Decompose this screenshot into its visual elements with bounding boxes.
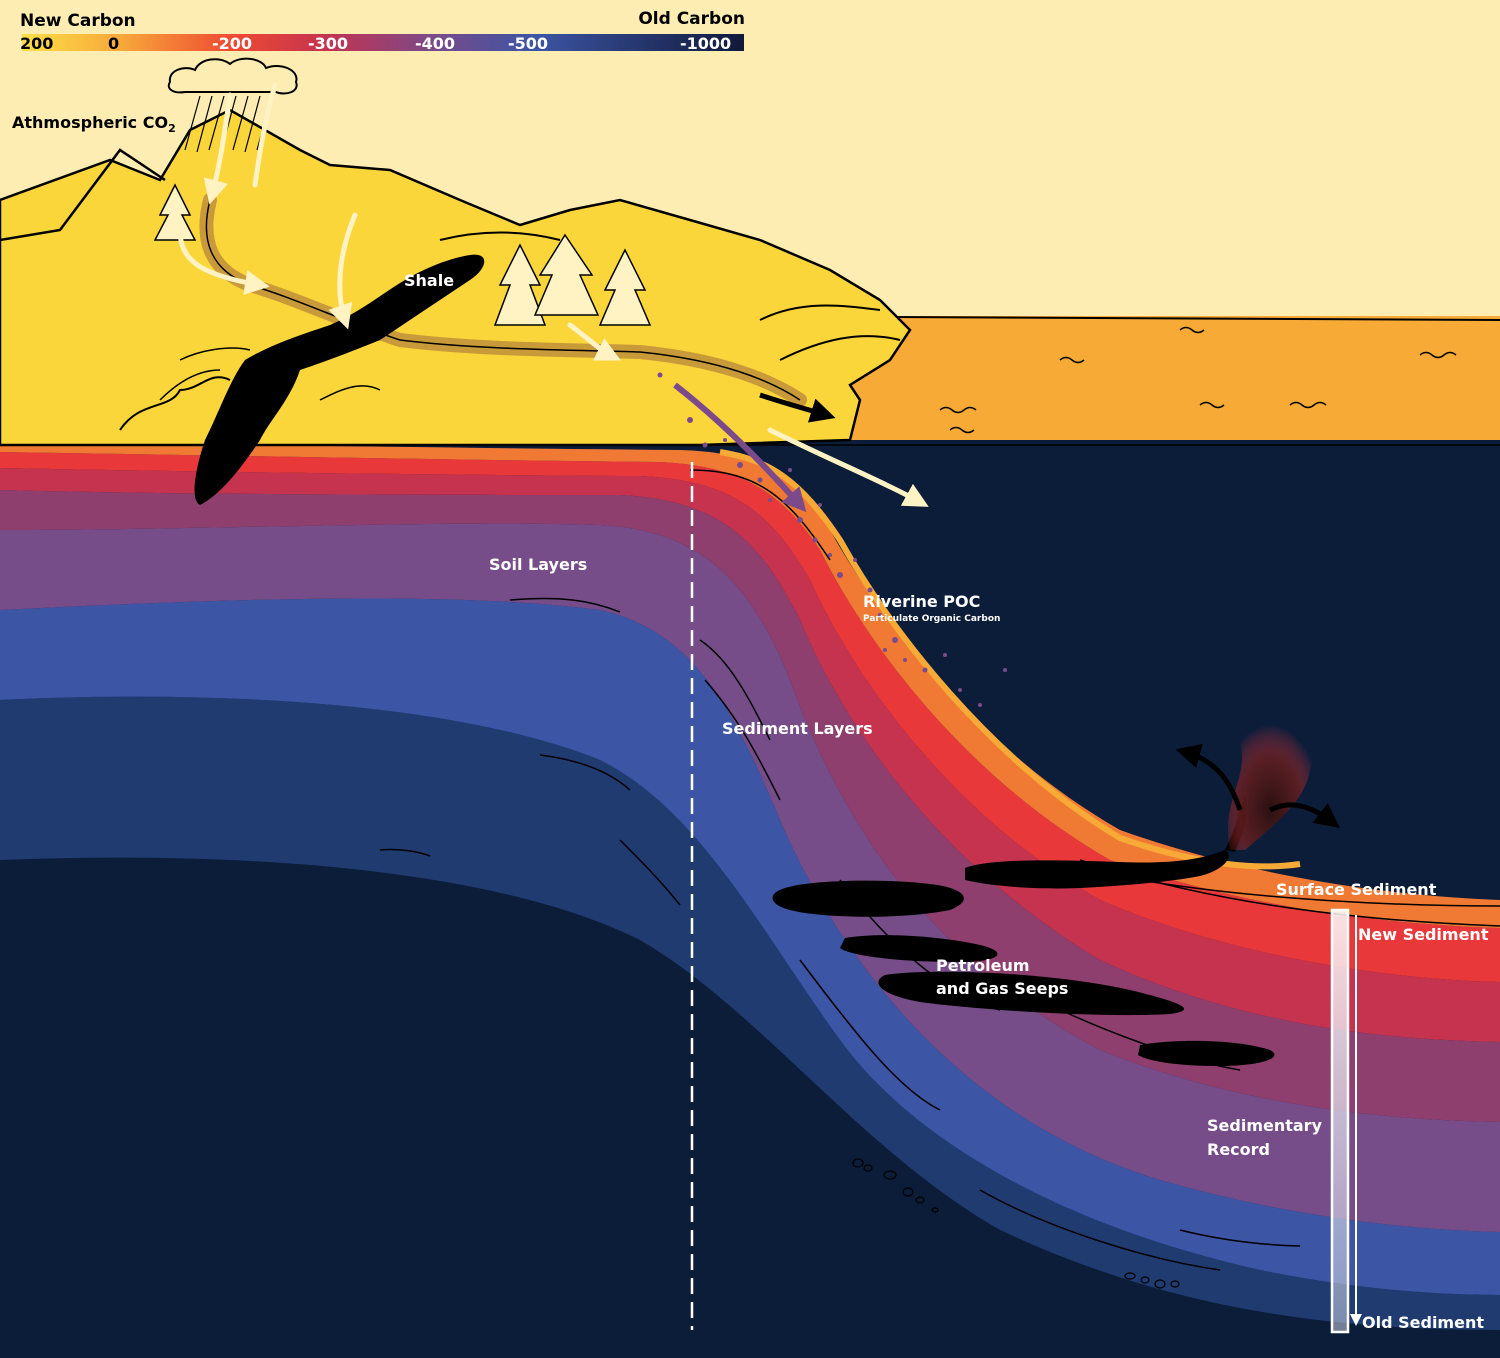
runoff-arrows <box>177 82 929 507</box>
old-sediment-label: Old Sediment <box>1362 1313 1484 1332</box>
legend-tick: -500 <box>508 34 548 53</box>
legend-tick: -400 <box>415 34 455 53</box>
strata <box>0 440 1500 1358</box>
surface-sediment-label: Surface Sediment <box>1276 880 1437 899</box>
atmospheric-co2-subscript: 2 <box>168 122 176 135</box>
new-sediment-label: New Sediment <box>1358 925 1489 944</box>
riverine-poc-label: Riverine POC <box>863 592 980 611</box>
diagram-labels: Athmospheric CO2 Shale Soil Layers River… <box>12 113 1489 1332</box>
waves <box>939 326 1457 434</box>
petroleum-label-line1: Petroleum <box>936 956 1030 975</box>
sediment-core <box>1330 908 1350 1334</box>
rain-cloud <box>167 57 298 153</box>
legend-tick: 200 <box>20 34 53 53</box>
sediment-layers-label: Sediment Layers <box>722 719 873 738</box>
seep-arrows <box>1175 743 1340 829</box>
shale-label: Shale <box>404 271 454 290</box>
svg-text:Athmospheric CO2: Athmospheric CO2 <box>12 113 176 135</box>
atmospheric-co2-label: Athmospheric CO <box>12 113 168 132</box>
sediment-flow-arrow <box>759 392 836 423</box>
shale-deposit <box>194 254 485 505</box>
legend-tick: 0 <box>108 34 119 53</box>
carbon-age-legend: New Carbon Old Carbon 200 0 -200 -300 -4… <box>20 9 745 53</box>
legend-color-bar <box>22 34 744 51</box>
smoke-plume <box>1227 710 1313 850</box>
petroleum-seeps <box>772 795 1275 1066</box>
pebbles <box>852 1158 1180 1289</box>
legend-tick: -300 <box>308 34 348 53</box>
legend-new-carbon: New Carbon <box>20 11 136 31</box>
sedimentary-record-label-line1: Sedimentary <box>1207 1116 1323 1135</box>
legend-old-carbon: Old Carbon <box>638 9 745 29</box>
trees <box>153 183 652 326</box>
legend-tick: -1000 <box>680 34 731 53</box>
petroleum-label-line2: and Gas Seeps <box>936 979 1068 998</box>
riverine-poc-sublabel: Particulate Organic Carbon <box>863 614 1000 624</box>
legend-tick: -200 <box>212 34 252 53</box>
sedimentary-record-label-line2: Record <box>1207 1140 1270 1159</box>
soil-layers-label: Soil Layers <box>489 555 587 574</box>
poc-flow <box>657 372 1007 707</box>
